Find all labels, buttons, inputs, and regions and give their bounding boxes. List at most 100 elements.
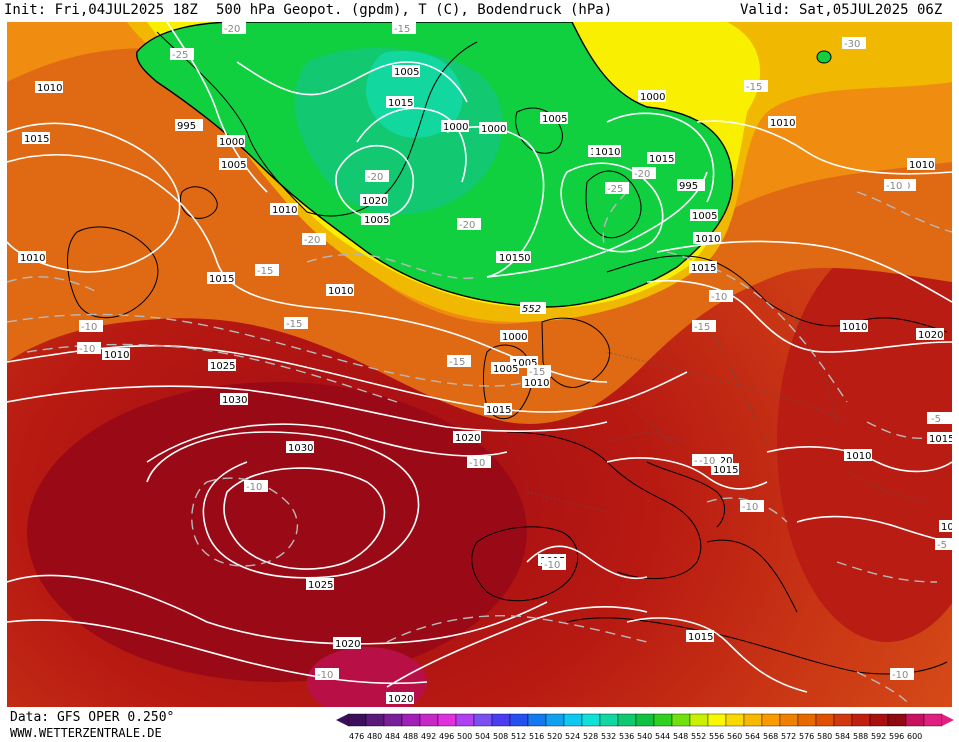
legend-min-arrow (336, 714, 348, 726)
pressure-label-box (638, 90, 666, 102)
temperature-label: -10 (469, 458, 485, 469)
country-borders (526, 301, 928, 513)
temperature-label-box (170, 48, 194, 60)
pressure-label: 1015 (691, 263, 716, 274)
pressure-label-box (916, 328, 944, 340)
pressure-label: 1015 (486, 405, 511, 416)
legend-swatch (383, 713, 403, 727)
pressure-label: 1000 (640, 92, 665, 103)
temperature-label: -10 (544, 560, 560, 571)
legend-tick-label: 552 (691, 732, 706, 741)
pressure-label: 1015 (713, 465, 738, 476)
pressure-label-group: 1010 (270, 203, 298, 216)
pressure-label-box (18, 251, 46, 263)
legend-tick-label: 492 (421, 732, 436, 741)
temperature-label-group: -15 (255, 264, 279, 277)
temperature-label: -15 (257, 266, 273, 277)
warm-core-atlantic (27, 382, 527, 682)
pressure-label-group: 1005 (219, 158, 247, 171)
pressure-label-box (270, 203, 298, 215)
temperature-label-group: -10 (884, 179, 908, 192)
temperature-label: -10 (81, 322, 97, 333)
cold-core-inner (366, 51, 463, 138)
pressure-label-group: 1000 (479, 122, 507, 135)
pressure-label-box (540, 112, 568, 124)
temperature-label: -20 (304, 235, 320, 246)
pressure-label: 1010 (909, 160, 934, 171)
temperature-label-group: -10 (542, 558, 566, 571)
website-label: WWW.WETTERZENTRALE.DE (10, 726, 162, 740)
weather-map: 552 1010 1015 995 1000 1005 1005 1015 1000 1000 1… (7, 22, 952, 707)
temperature-label-group: -10 (244, 480, 268, 493)
pressure-label-box (386, 96, 414, 108)
temperature-label-box (744, 80, 768, 92)
pressure-label-group: 1005 (540, 112, 568, 125)
warm-field-east (777, 242, 952, 642)
pressure-label: 1000 (502, 332, 527, 343)
pressure-label: 995 (679, 181, 698, 192)
geopot-label: 552 (522, 304, 541, 315)
temperature-label-box (447, 355, 471, 367)
pressure-label: 1030 (288, 443, 313, 454)
pressure-label-box (326, 284, 354, 296)
temperature-label-box (284, 317, 308, 329)
temperature-label-group: -15 (447, 355, 471, 368)
temperature-label-box (222, 22, 246, 34)
legend-swatch (563, 713, 583, 727)
header-bar: Init: Fri,04JUL2025 18Z 500 hPa Geopot. … (0, 0, 959, 22)
legend-swatch (923, 713, 943, 727)
legend-tick-label: 528 (583, 732, 598, 741)
pressure-label-group: 1015 (207, 272, 235, 285)
temperature-label-group: -20 (222, 22, 246, 35)
temperature-label: -15 (286, 319, 302, 330)
pressure-label: 1010 (20, 253, 45, 264)
temperature-label-box (709, 290, 733, 302)
pressure-label-box (392, 65, 420, 77)
pressure-label-group: 1000 (638, 90, 666, 103)
temperature-label-box (77, 342, 101, 354)
temperature-label-group: -15 (744, 80, 768, 93)
temperature-label-box (392, 22, 416, 34)
pressure-label: 1000 (219, 137, 244, 148)
pressure-label-group: 1020 (916, 328, 944, 341)
pressure-label-group: 1000 (441, 120, 469, 133)
geopotential-label-group: 552 (520, 302, 546, 315)
legend-swatch (707, 713, 727, 727)
legend-tick-label: 576 (799, 732, 814, 741)
pressure-label-group: 1010 (768, 116, 796, 129)
legend-tick-label: 556 (709, 732, 724, 741)
pressure-label-box (208, 359, 236, 371)
legend-swatch (347, 713, 367, 727)
temperature-label-group: -10 (890, 668, 914, 681)
legend-swatch (365, 713, 385, 727)
pressure-label: 1005 (542, 114, 567, 125)
temperature-label-group: -10 (315, 668, 339, 681)
pressure-label: 1025 (308, 580, 333, 591)
pressure-label: 1000 (481, 124, 506, 135)
pressure-label-group: 1015 (497, 251, 525, 264)
legend-tick-label: 548 (673, 732, 688, 741)
pressure-label: 1010 (595, 147, 620, 158)
temperature-labels: -20 -15 -25 -30 -20 -20 -20 -20 -25 -15 -15 -15 -10 -… (77, 22, 952, 681)
pressure-label-box (844, 449, 872, 461)
temperature-label-box (740, 500, 764, 512)
pressure-label-box (306, 578, 334, 590)
pressure-label-box (907, 158, 935, 170)
legend-swatch (545, 713, 565, 727)
temperature-label: -5 (937, 540, 947, 551)
legend-swatch (887, 713, 907, 727)
pressure-label: 1010 (524, 378, 549, 389)
temperature-label: -15 (694, 322, 710, 333)
legend-tick-label: 508 (493, 732, 508, 741)
pressure-label-group: 1015 (22, 132, 50, 145)
legend-swatch (617, 713, 637, 727)
pressure-label: 1015 (929, 434, 952, 445)
pressure-label-group: 1000 (500, 330, 528, 343)
pressure-label: 1015 (941, 522, 952, 533)
pressure-label-group: 1010 (593, 145, 621, 158)
legend-tick-label: 488 (403, 732, 418, 741)
pressure-label-box (500, 330, 528, 342)
pressure-label: 1015 (499, 253, 524, 264)
temperature-label-group: -15 (284, 317, 308, 330)
legend-tick-label: 504 (475, 732, 490, 741)
